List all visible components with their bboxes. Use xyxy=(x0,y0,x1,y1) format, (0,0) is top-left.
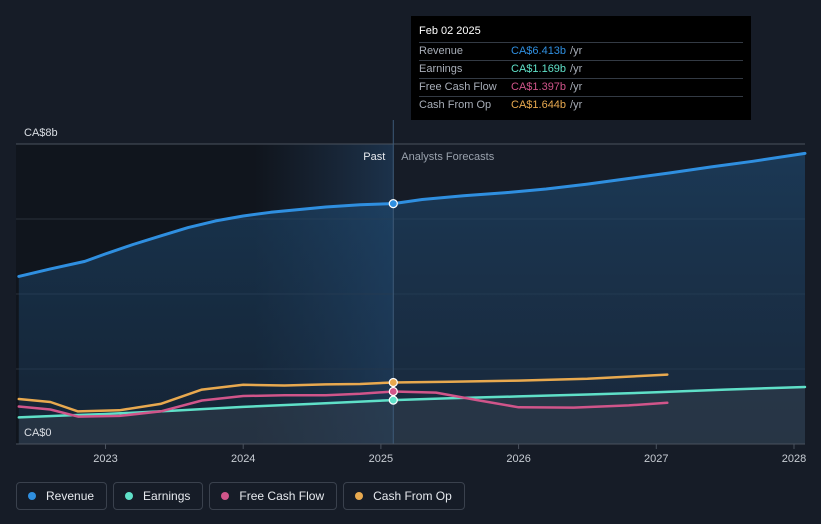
tooltip-row-revenue: Revenue CA$6.413b /yr xyxy=(419,42,743,60)
tooltip-row-earnings: Earnings CA$1.169b /yr xyxy=(419,60,743,78)
legend-label: Free Cash Flow xyxy=(239,489,325,503)
legend-item-cash-from-op[interactable]: Cash From Op xyxy=(343,482,465,510)
tooltip-unit: /yr xyxy=(570,99,583,111)
legend-dot-icon xyxy=(221,492,230,500)
series-line-revenue xyxy=(17,151,807,278)
series-line-cash-from-op xyxy=(17,373,669,413)
x-tick-label: 2027 xyxy=(644,453,668,465)
x-tick-label: 2026 xyxy=(506,453,530,465)
tooltip-value: CA$1.397b xyxy=(511,81,567,93)
x-tick-label: 2023 xyxy=(93,453,117,465)
tooltip-unit: /yr xyxy=(570,45,583,57)
legend-item-free-cash-flow[interactable]: Free Cash Flow xyxy=(209,482,338,510)
tooltip-label: Free Cash Flow xyxy=(419,81,497,93)
tooltip-value: CA$6.413b xyxy=(511,45,567,57)
x-tick-label: 2025 xyxy=(369,453,393,465)
legend-label: Revenue xyxy=(46,489,95,503)
past-label: Past xyxy=(363,151,385,163)
revenue-area xyxy=(18,153,806,444)
legend-item-revenue[interactable]: Revenue xyxy=(16,482,108,510)
legend-item-earnings[interactable]: Earnings xyxy=(113,482,204,510)
tooltip-row-free-cash-flow: Free Cash Flow CA$1.397b /yr xyxy=(419,78,743,96)
earnings-area xyxy=(18,387,806,444)
hover-point-free-cash-flow xyxy=(388,386,398,397)
legend-dot-icon xyxy=(355,492,364,500)
chart-plot: CA$8b CA$0 Past Analysts Forecasts 2023 2024 2… xyxy=(16,120,807,465)
tooltip-label: Revenue xyxy=(419,45,464,57)
tooltip-value: CA$1.169b xyxy=(511,63,567,75)
x-tick-label: 2024 xyxy=(231,453,255,465)
series-line-free-cash-flow xyxy=(17,390,669,418)
tooltip-date: Feb 02 2025 xyxy=(419,25,481,37)
x-tick-label: 2028 xyxy=(782,453,806,465)
legend-dot-icon xyxy=(125,492,134,500)
legend-label: Earnings xyxy=(143,489,191,503)
forecast-label: Analysts Forecasts xyxy=(401,151,494,163)
y-axis-top-label: CA$8b xyxy=(24,127,58,139)
tooltip-value: CA$1.644b xyxy=(511,99,567,111)
tooltip-unit: /yr xyxy=(570,63,583,75)
chart-legend: Revenue Earnings Free Cash Flow Cash Fro… xyxy=(16,482,465,510)
tooltip-label: Earnings xyxy=(419,63,463,75)
tooltip-unit: /yr xyxy=(570,81,583,93)
chart-tooltip: Feb 02 2025 Revenue CA$6.413b /yr Earnin… xyxy=(411,16,751,120)
tooltip-label: Cash From Op xyxy=(419,99,492,111)
legend-label: Cash From Op xyxy=(373,489,452,503)
tooltip-row-cash-from-op: Cash From Op CA$1.644b /yr xyxy=(419,96,743,114)
hover-point-cash-from-op xyxy=(388,377,398,388)
hover-point-earnings xyxy=(388,395,398,405)
legend-dot-icon xyxy=(28,492,36,500)
hover-point-revenue xyxy=(388,199,398,209)
y-axis-bottom-label: CA$0 xyxy=(24,427,52,439)
